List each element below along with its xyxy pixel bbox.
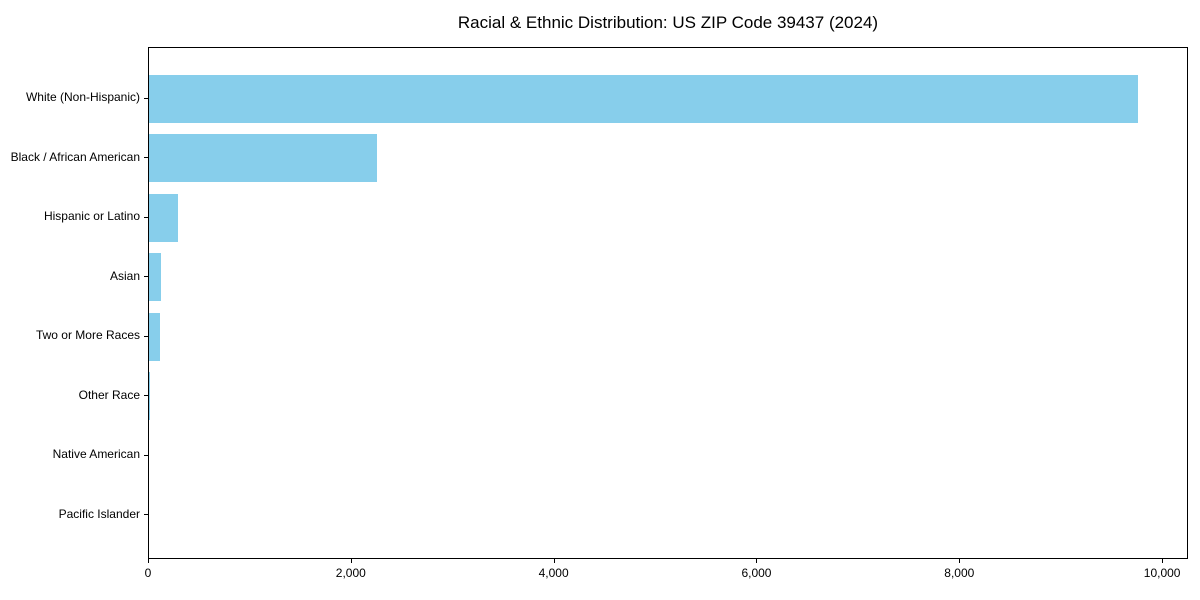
x-axis-tick (350, 559, 352, 563)
plot-area (148, 47, 1188, 559)
y-axis-tick (144, 276, 148, 277)
y-axis-tick (144, 395, 148, 396)
x-axis-tick-label: 6,000 (741, 566, 772, 580)
y-axis-tick (144, 454, 148, 456)
x-axis-tick (959, 559, 961, 563)
y-axis-category-label: Black / African American (10, 149, 140, 164)
y-axis-tick (144, 157, 148, 158)
bar (149, 134, 378, 182)
x-axis-tick-label: 4,000 (538, 566, 569, 580)
chart-title: Racial & Ethnic Distribution: US ZIP Cod… (457, 13, 879, 32)
y-axis-category-label: Other Race (78, 387, 140, 402)
bar (149, 193, 178, 242)
bar (149, 312, 161, 361)
x-axis-tick (148, 559, 149, 563)
y-axis-category-label: Native American (52, 447, 140, 461)
y-axis-category-label: Pacific Islander (58, 506, 140, 521)
y-axis-category-label: Asian (109, 268, 140, 283)
bar (149, 372, 151, 420)
x-axis-tick-label: 10,000 (1143, 566, 1181, 580)
y-axis-tick (144, 97, 148, 99)
y-axis-tick (144, 335, 148, 337)
y-axis-tick (144, 216, 148, 218)
y-axis-category-label: White (Non-Hispanic) (25, 90, 140, 104)
x-axis-tick (1162, 559, 1164, 563)
x-axis-tick (756, 559, 758, 563)
x-axis-tick-label: 0 (144, 566, 152, 580)
y-axis-category-label: Hispanic or Latino (43, 209, 140, 223)
y-axis-category-label: Two or More Races (35, 328, 140, 342)
x-axis-tick (553, 559, 555, 563)
x-axis-tick-label: 2,000 (335, 566, 366, 580)
y-axis-tick (144, 514, 148, 515)
x-axis-tick-label: 8,000 (944, 566, 975, 580)
bar (149, 253, 162, 301)
bar (149, 74, 1138, 123)
